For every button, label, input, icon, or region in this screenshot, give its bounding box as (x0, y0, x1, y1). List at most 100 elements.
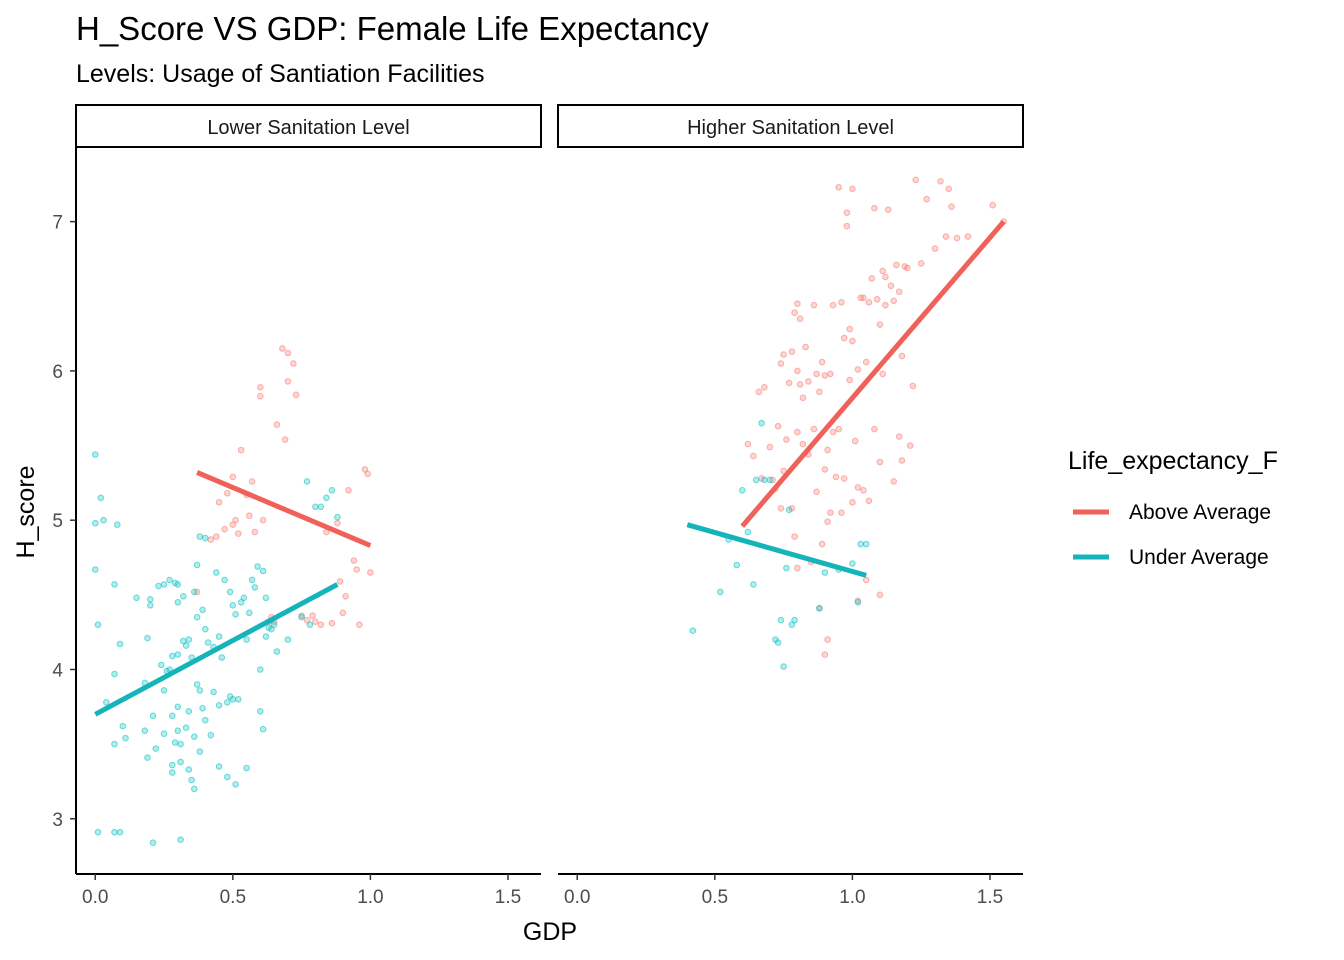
x-tick-label: 0.0 (564, 887, 590, 908)
point-above-average (821, 372, 829, 379)
x-tick-label: 1.5 (495, 887, 521, 908)
point-under-average (849, 560, 856, 567)
point-above-average (794, 428, 801, 436)
point-above-average (785, 379, 793, 387)
point-above-average (284, 378, 292, 385)
y-axis-title: H_score (12, 465, 40, 558)
point-under-average (854, 599, 862, 606)
point-above-average (774, 422, 782, 430)
point-above-average (895, 288, 903, 296)
point-above-average (281, 436, 289, 443)
point-above-average (931, 245, 939, 252)
point-under-average (149, 712, 157, 720)
point-above-average (813, 488, 820, 496)
point-under-average (149, 839, 157, 847)
point-under-average (215, 763, 223, 770)
point-under-average (298, 613, 305, 621)
point-under-average (306, 621, 314, 629)
point-under-average (221, 576, 228, 584)
point-under-average (270, 621, 278, 629)
point-above-average (887, 282, 895, 290)
point-above-average (851, 437, 859, 445)
point-above-average (860, 294, 867, 302)
point-under-average (284, 636, 292, 643)
point-above-average (821, 651, 829, 658)
point-above-average (884, 206, 892, 213)
point-under-average (774, 639, 782, 646)
point-under-average (199, 705, 206, 712)
point-under-average (174, 703, 182, 711)
point-above-average (838, 299, 845, 306)
point-under-average (122, 734, 129, 742)
point-above-average (849, 185, 856, 193)
point-under-average (185, 708, 193, 715)
point-under-average (334, 513, 341, 521)
point-under-average (783, 564, 790, 572)
point-under-average (215, 633, 223, 640)
point-above-average (805, 378, 812, 385)
point-under-average (119, 722, 127, 730)
point-above-average (257, 393, 264, 400)
point-under-average (191, 588, 198, 596)
point-under-average (196, 748, 204, 755)
point-above-average (777, 360, 785, 367)
y-tick-label: 6 (52, 362, 63, 383)
point-above-average (917, 260, 925, 267)
point-above-average (251, 528, 259, 536)
point-above-average (780, 351, 787, 358)
x-tick-label: 0.0 (82, 887, 108, 908)
point-above-average (824, 446, 831, 454)
x-tick-label: 0.5 (702, 887, 728, 908)
point-above-average (750, 452, 757, 460)
point-above-average (843, 222, 851, 230)
point-under-average (248, 576, 256, 584)
point-above-average (232, 516, 239, 524)
point-above-average (879, 267, 887, 275)
point-under-average (243, 764, 250, 772)
point-above-average (865, 497, 873, 505)
point-above-average (829, 428, 837, 436)
fit-line-under-average (686, 522, 867, 578)
legend-label-under-average: Under Average (1129, 546, 1269, 569)
point-under-average (166, 576, 173, 584)
point-above-average (259, 516, 267, 524)
point-above-average (364, 470, 372, 478)
point-above-average (912, 176, 920, 184)
point-under-average (147, 602, 154, 609)
point-above-average (796, 315, 804, 323)
point-under-average (246, 609, 253, 617)
point-under-average (204, 639, 212, 646)
point-under-average (215, 702, 223, 709)
point-under-average (94, 828, 102, 836)
point-above-average (876, 591, 884, 599)
point-under-average (262, 633, 270, 640)
point-under-average (169, 652, 176, 660)
point-under-average (171, 739, 179, 746)
point-above-average (799, 394, 807, 402)
point-above-average (312, 618, 319, 626)
point-above-average (923, 195, 931, 203)
legend-title: Life_expectancy_F (1068, 447, 1278, 475)
point-under-average (717, 588, 724, 596)
point-under-average (235, 696, 242, 703)
point-under-average (224, 699, 231, 706)
point-above-average (221, 525, 228, 533)
point-under-average (169, 761, 176, 769)
point-under-average (254, 563, 261, 570)
point-above-average (989, 201, 997, 209)
point-above-average (777, 505, 785, 512)
point-above-average (810, 301, 818, 309)
point-under-average (174, 581, 182, 588)
y-tick-label: 7 (52, 213, 63, 234)
point-under-average (199, 606, 206, 614)
point-above-average (871, 425, 878, 433)
point-above-average (876, 458, 884, 466)
point-under-average (92, 566, 99, 573)
point-above-average (840, 334, 848, 342)
fit-line-under-average (94, 582, 339, 717)
point-above-average (213, 533, 220, 540)
point-under-average (191, 733, 198, 741)
chart-subtitle: Levels: Usage of Santiation Facilities (76, 60, 485, 88)
point-above-average (846, 325, 854, 333)
point-above-average (334, 519, 341, 527)
